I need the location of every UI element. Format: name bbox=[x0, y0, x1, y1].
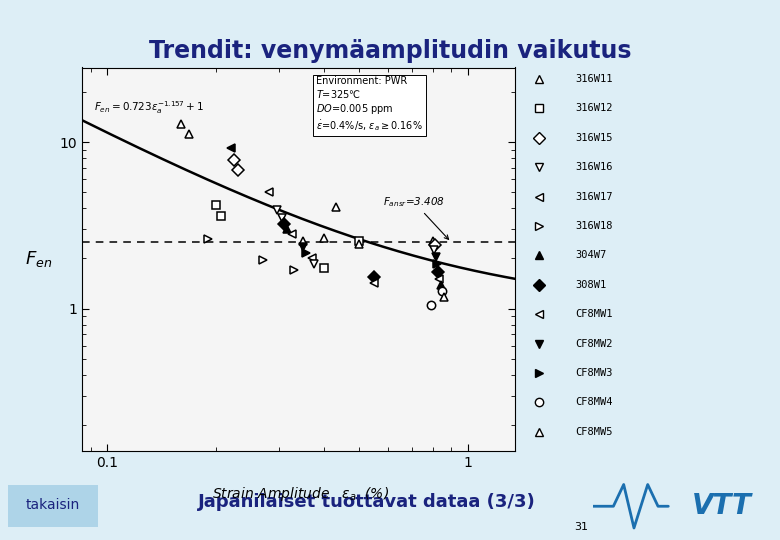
Text: 316W12: 316W12 bbox=[576, 103, 613, 113]
Text: CF8MW3: CF8MW3 bbox=[576, 368, 613, 378]
Text: 31: 31 bbox=[574, 522, 588, 532]
Text: $F_{en}=0.723\varepsilon_a^{-1.157}+1$: $F_{en}=0.723\varepsilon_a^{-1.157}+1$ bbox=[94, 99, 204, 116]
Text: $F_{ansr}$=3.408: $F_{ansr}$=3.408 bbox=[382, 195, 448, 239]
Text: Environment: PWR
$T$=325℃
$DO$=0.005 ppm
$\dot{\epsilon}$=0.4%/s, $\epsilon_a$$\: Environment: PWR $T$=325℃ $DO$=0.005 ppm… bbox=[317, 76, 424, 133]
Text: 316W17: 316W17 bbox=[576, 192, 613, 201]
Text: 316W16: 316W16 bbox=[576, 162, 613, 172]
Text: VTT: VTT bbox=[693, 492, 752, 520]
Text: Japanilaiset tuottavat dataa (3/3): Japanilaiset tuottavat dataa (3/3) bbox=[197, 493, 536, 511]
Text: CF8MW1: CF8MW1 bbox=[576, 309, 613, 319]
Text: Trendit: venymäamplitudin vaikutus: Trendit: venymäamplitudin vaikutus bbox=[149, 39, 631, 63]
Text: 316W11: 316W11 bbox=[576, 74, 613, 84]
Text: Strain Amplitude   $\varepsilon_a$  (%): Strain Amplitude $\varepsilon_a$ (%) bbox=[211, 485, 389, 503]
Text: $F_{en}$: $F_{en}$ bbox=[25, 249, 52, 269]
Text: CF8MW5: CF8MW5 bbox=[576, 427, 613, 437]
Text: takaisin: takaisin bbox=[25, 498, 80, 512]
FancyBboxPatch shape bbox=[8, 485, 98, 528]
Text: 304W7: 304W7 bbox=[576, 251, 607, 260]
Text: CF8MW2: CF8MW2 bbox=[576, 339, 613, 348]
Text: 316W15: 316W15 bbox=[576, 133, 613, 143]
Text: 316W18: 316W18 bbox=[576, 221, 613, 231]
Text: 308W1: 308W1 bbox=[576, 280, 607, 290]
Text: CF8MW4: CF8MW4 bbox=[576, 397, 613, 407]
